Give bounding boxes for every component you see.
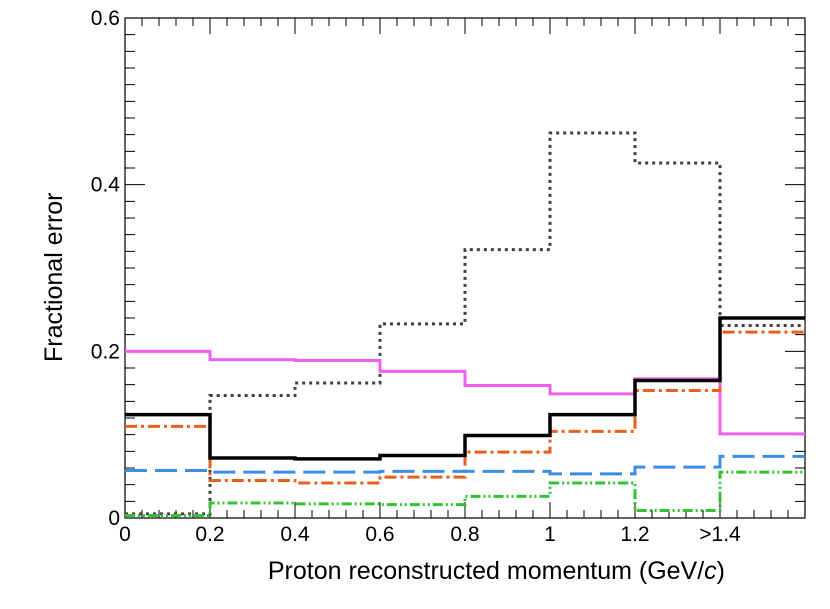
series-dashdotdot-green — [125, 470, 805, 517]
tick-marks — [124, 17, 806, 519]
series-dashed-blue — [125, 454, 805, 476]
y-tick-label: 0.6 — [91, 7, 120, 30]
y-tick-labels: 0 0.2 0.4 0.6 — [91, 7, 121, 530]
x-tick-label: 1 — [544, 523, 556, 546]
y-tick-label: 0.4 — [91, 174, 121, 197]
x-axis-title: Proton reconstructed momentum (GeV/c) — [268, 557, 725, 585]
x-tick-labels: 0 0.2 0.4 0.6 0.8 1 1.2 >1.4 — [119, 523, 741, 546]
axis-ticks — [124, 17, 806, 519]
data-series — [125, 131, 805, 517]
series-solid-magenta — [125, 349, 805, 436]
x-tick-label: 0.2 — [195, 523, 224, 546]
x-tick-label: 0.4 — [280, 523, 310, 546]
x-tick-label: 0.8 — [450, 523, 479, 546]
y-tick-label: 0.2 — [91, 340, 120, 363]
series-solid-black — [125, 316, 805, 461]
series-dotted-gray — [125, 131, 805, 516]
x-tick-label: >1.4 — [699, 523, 741, 546]
x-tick-label: 0 — [119, 523, 131, 546]
y-tick-label: 0 — [108, 507, 120, 530]
y-axis-title: Fractional error — [40, 193, 68, 363]
x-tick-label: 0.6 — [365, 523, 394, 546]
x-tick-label: 1.2 — [620, 523, 649, 546]
series-dashdot-orange — [125, 330, 805, 485]
